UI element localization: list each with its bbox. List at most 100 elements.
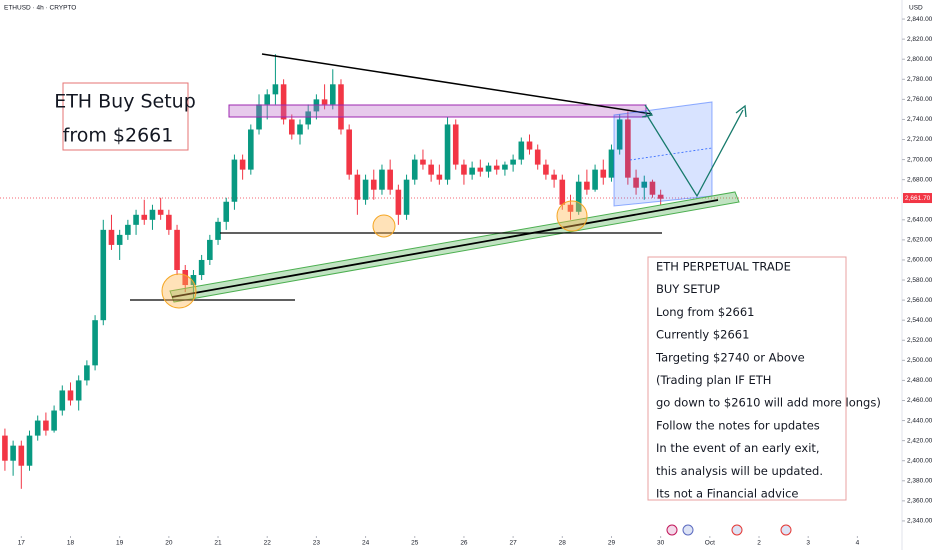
x-tick-label: 4	[856, 540, 860, 547]
y-tick-label: 2,600.00	[907, 257, 932, 264]
candle-body	[616, 119, 623, 150]
x-tick-label: 24	[362, 540, 370, 547]
candle-body	[248, 129, 254, 170]
candle-body	[207, 239, 213, 260]
candle-body	[649, 181, 656, 195]
x-tick-label: 21	[214, 540, 222, 547]
candle-body	[493, 165, 500, 170]
candle-body	[18, 445, 25, 466]
setup-title: ETH Buy Setup	[54, 91, 196, 113]
event-icon	[682, 524, 694, 536]
info-line: ETH PERPETUAL TRADE	[656, 260, 791, 274]
highlight-circle	[556, 200, 588, 232]
info-line: Its not a Financial advice	[656, 487, 799, 501]
candle-body	[379, 169, 385, 190]
candle-body	[346, 129, 352, 175]
event-icon	[780, 524, 792, 536]
candle-body	[444, 124, 451, 180]
y-tick-label: 2,360.00	[907, 498, 932, 505]
y-tick-label: 2,560.00	[907, 297, 932, 304]
candle-body	[477, 167, 484, 172]
candle-body	[2, 435, 8, 461]
x-tick-label: 19	[116, 540, 124, 547]
candle-body	[592, 169, 598, 190]
candles	[0, 54, 900, 489]
candle-body	[141, 214, 148, 220]
x-tick-label: 29	[608, 540, 616, 547]
candle-body	[10, 445, 16, 461]
candle-body	[338, 84, 344, 130]
candle-body	[289, 119, 295, 135]
candle-body	[272, 84, 279, 95]
x-tick-label: 3	[806, 540, 810, 547]
candle-body	[133, 214, 139, 225]
x-tick-label: 23	[313, 540, 321, 547]
info-box	[647, 256, 847, 501]
candle-body	[92, 320, 98, 366]
candle-body	[420, 159, 426, 165]
candle-body	[362, 179, 369, 200]
candle-body	[67, 390, 74, 401]
candle-body	[198, 259, 205, 276]
last-price-tag	[903, 193, 932, 204]
candle-body	[59, 390, 66, 411]
path-arrow	[644, 109, 744, 198]
candle-body	[452, 124, 459, 165]
candle-body	[608, 149, 615, 178]
arrow-head	[641, 104, 654, 118]
x-tick-label: 20	[165, 540, 173, 547]
event-icon	[666, 524, 678, 536]
candle-body	[395, 189, 402, 215]
candle-body	[526, 141, 533, 150]
x-tick-label: 28	[559, 540, 567, 547]
info-line: this analysis will be updated.	[656, 464, 823, 478]
candle-body	[149, 209, 156, 220]
info-line: BUY SETUP	[656, 282, 720, 296]
candle-body	[387, 169, 393, 190]
candle-body	[166, 214, 172, 230]
candle-body	[34, 420, 41, 436]
candle-body	[559, 179, 566, 205]
candle-body	[575, 181, 582, 212]
currency-label: USD	[909, 5, 923, 12]
candle-body	[190, 275, 197, 286]
y-tick-label: 2,420.00	[907, 437, 932, 444]
candle-body	[534, 149, 541, 165]
x-tick-label: 30	[657, 540, 665, 547]
info-line: Targeting $2740 or Above	[655, 350, 805, 364]
candle-body	[543, 164, 549, 175]
candle-body	[305, 111, 311, 125]
candle-body	[223, 201, 230, 222]
candle-body	[411, 159, 418, 180]
y-tick-label: 2,580.00	[907, 277, 932, 284]
y-tick-label: 2,780.00	[907, 76, 932, 83]
candle-body	[567, 204, 574, 212]
candle-body	[641, 181, 648, 188]
trend-line	[261, 53, 653, 115]
y-tick-label: 2,640.00	[907, 217, 932, 224]
info-line: Long from $2661	[656, 305, 755, 319]
y-tick-label: 2,740.00	[907, 116, 932, 123]
candle-body	[329, 84, 336, 105]
y-tick-label: 2,680.00	[907, 176, 932, 183]
y-tick-label: 2,500.00	[907, 357, 932, 364]
setup-subtitle: from $2661	[63, 125, 174, 147]
candle-body	[461, 164, 467, 175]
y-tick-label: 2,380.00	[907, 477, 932, 484]
candle-body	[321, 99, 328, 105]
y-tick-label: 2,460.00	[907, 397, 932, 404]
drawings: ETH Buy Setup from $2661 ETH PERPETUAL T…	[54, 53, 881, 536]
arrow-head	[735, 104, 747, 118]
projection-box	[613, 101, 713, 207]
candle-body	[116, 234, 123, 245]
candle-body	[26, 435, 33, 466]
candle-body	[502, 164, 508, 170]
x-tick-label: 26	[460, 540, 468, 547]
candle-body	[264, 94, 271, 105]
x-tick-label: 2	[757, 540, 761, 547]
candle-body	[403, 179, 410, 215]
y-tick-label: 2,760.00	[907, 96, 932, 103]
x-tick-label: 18	[67, 540, 75, 547]
candle-body	[510, 159, 516, 165]
